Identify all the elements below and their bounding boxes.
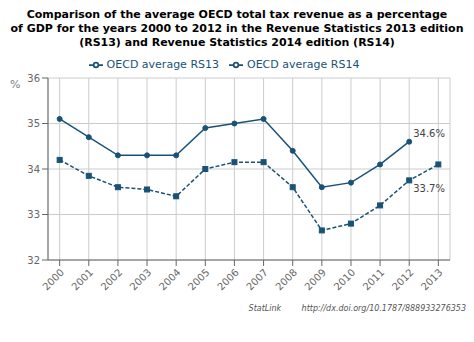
svg-text:2000: 2000 xyxy=(40,267,66,293)
svg-text:2005: 2005 xyxy=(186,267,212,293)
svg-text:34: 34 xyxy=(27,164,40,175)
svg-text:2009: 2009 xyxy=(302,267,328,293)
svg-text:2007: 2007 xyxy=(244,267,270,293)
svg-text:2008: 2008 xyxy=(273,267,299,293)
html-text:Comparison of the average OECD: Comparison of the average OECD total tax… xyxy=(26,8,448,21)
svg-text:34.6%: 34.6% xyxy=(413,128,445,139)
html-text:StatLink http://dx.doi.org/10.: StatLink http://dx.doi.org/10.1787/88893… xyxy=(248,304,466,313)
svg-text:2006: 2006 xyxy=(215,267,241,293)
html-text:of GDP for the years 2000 to 2: of GDP for the years 2000 to 2012 in the… xyxy=(10,22,464,35)
svg-text:36: 36 xyxy=(27,73,40,84)
svg-text:33: 33 xyxy=(27,209,40,220)
svg-text:2004: 2004 xyxy=(157,267,183,293)
svg-text:2013: 2013 xyxy=(419,267,445,293)
svg-text:2001: 2001 xyxy=(69,267,95,293)
svg-text:33.7%: 33.7% xyxy=(413,183,445,194)
svg-text:%: % xyxy=(10,78,20,91)
svg-text:2002: 2002 xyxy=(99,267,125,293)
svg-text:35: 35 xyxy=(27,118,40,129)
html-text:OECD average RS14: OECD average RS14 xyxy=(247,58,360,71)
svg-text:2003: 2003 xyxy=(128,267,154,293)
svg-text:2011: 2011 xyxy=(361,267,387,293)
svg-text:2010: 2010 xyxy=(332,267,358,293)
svg-text:32: 32 xyxy=(27,255,40,266)
html-text:(RS13) and Revenue Statistics: (RS13) and Revenue Statistics 2014 editi… xyxy=(79,36,395,49)
html-text:OECD average RS13: OECD average RS13 xyxy=(106,58,219,71)
svg-text:2012: 2012 xyxy=(390,267,416,293)
